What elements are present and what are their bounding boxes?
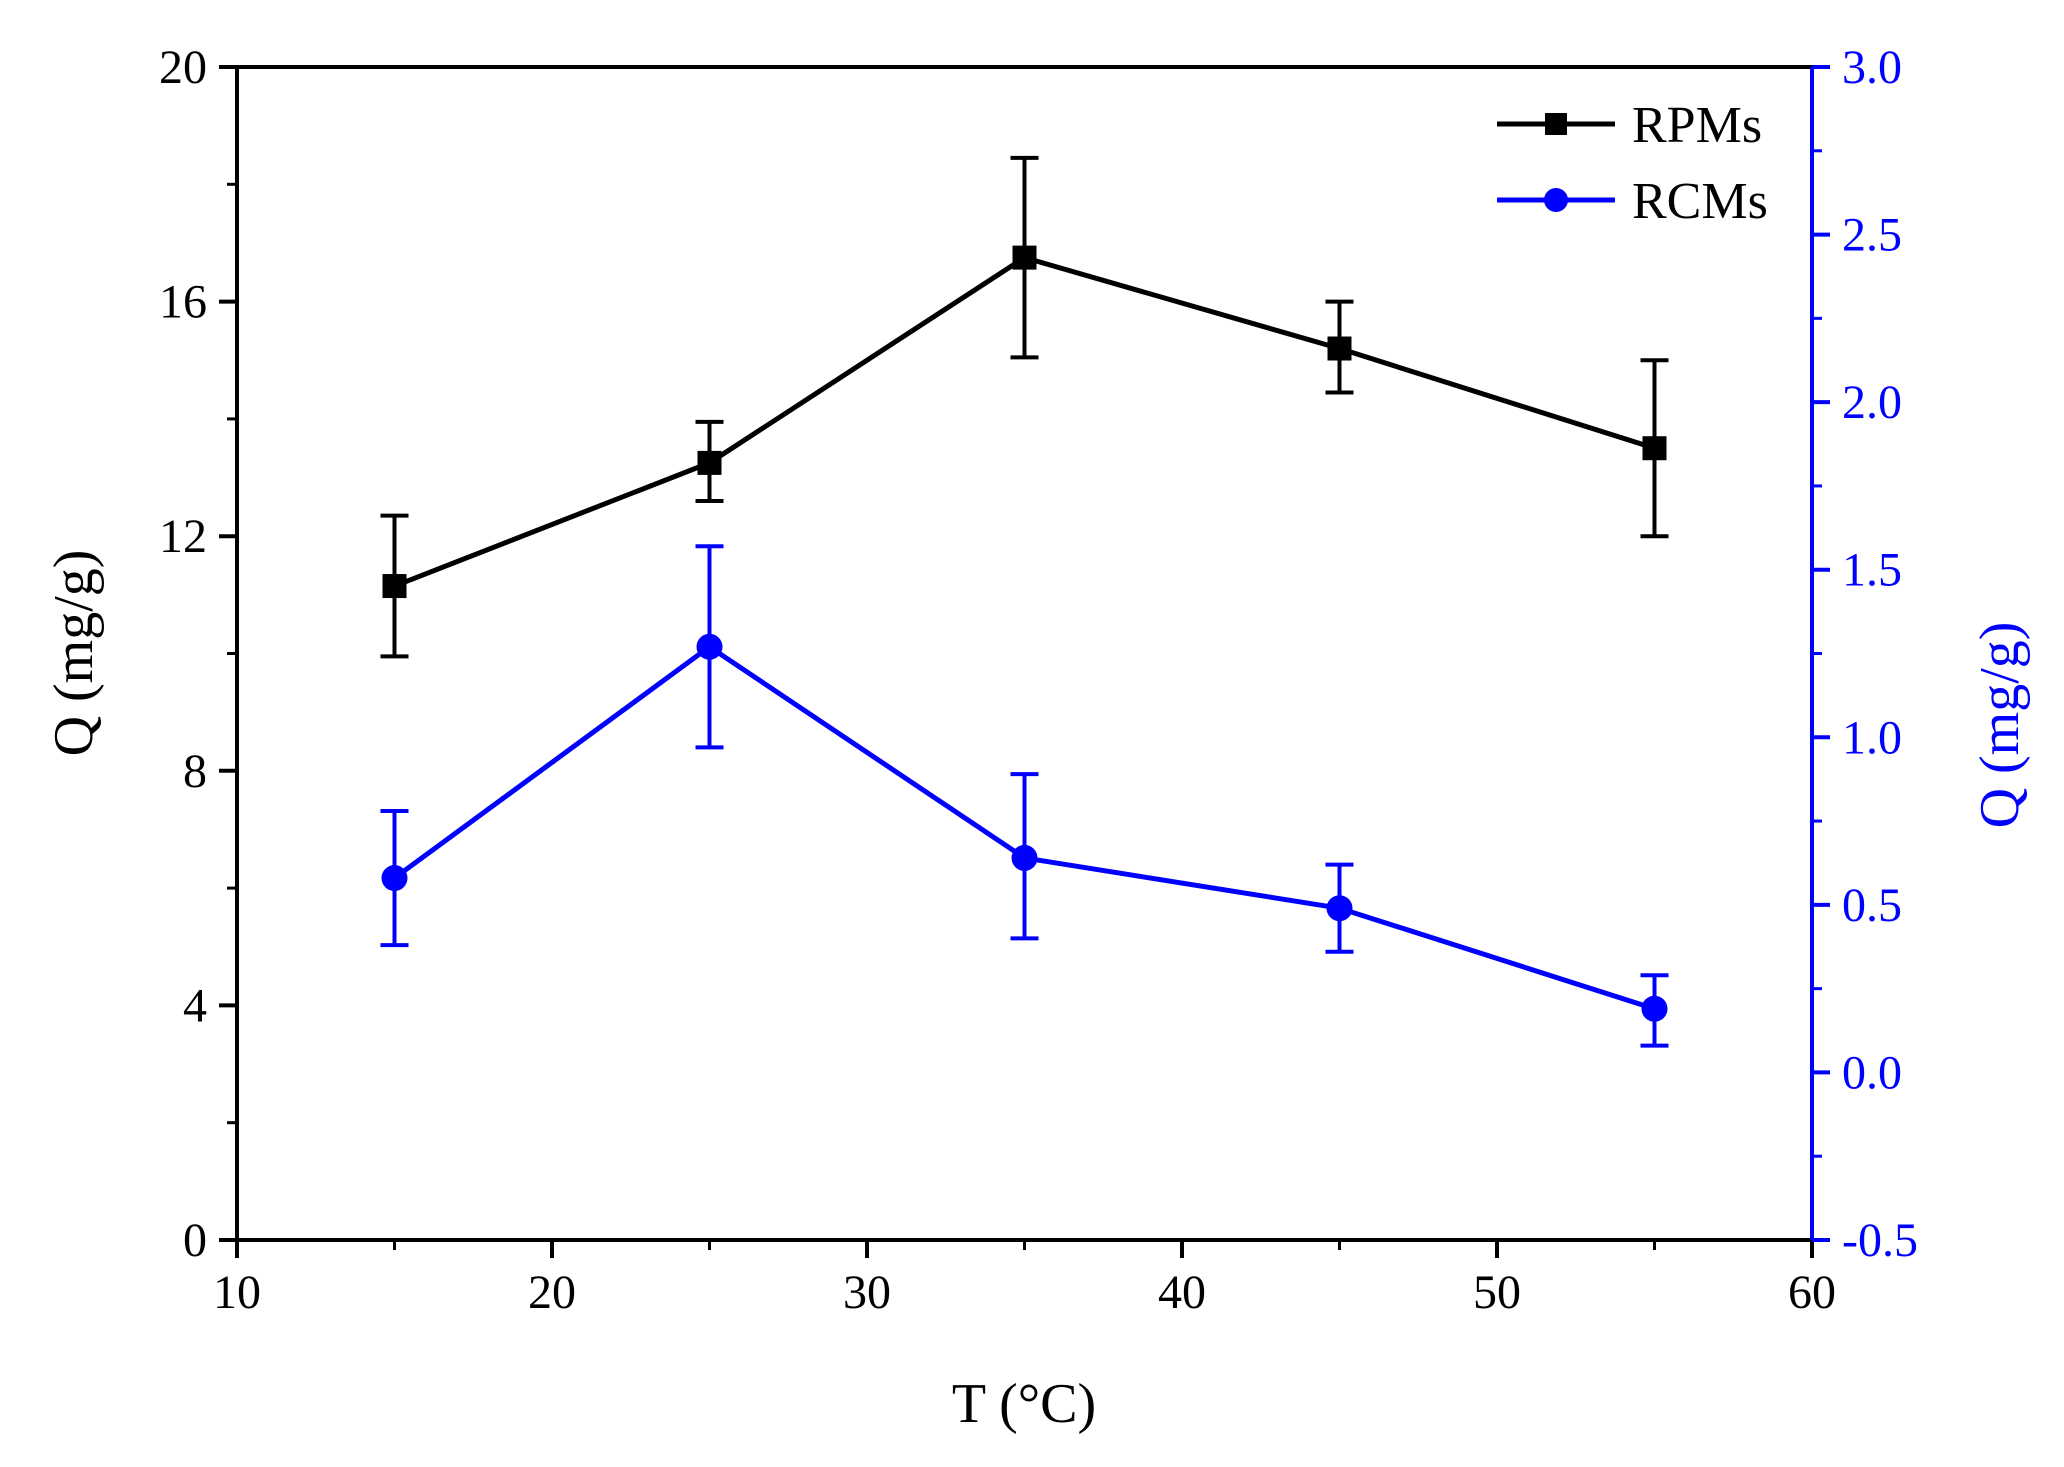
y-left-tick-label: 12 <box>159 510 207 563</box>
x-tick-label: 20 <box>528 1266 576 1319</box>
x-tick-label: 50 <box>1473 1266 1521 1319</box>
series-rcms <box>380 544 1669 1048</box>
y-right-tick-label: 0.0 <box>1842 1046 1902 1099</box>
data-point <box>381 865 408 892</box>
data-point <box>1641 995 1668 1022</box>
data-point <box>1012 245 1037 270</box>
data-point <box>382 574 407 599</box>
y-right-tick-label: -0.5 <box>1842 1214 1918 1267</box>
legend-label: RPMs <box>1632 97 1762 154</box>
data-point <box>1642 436 1667 461</box>
y-right-axis-label: Q (mg/g) <box>1969 622 2031 829</box>
y-right-tick-label: 1.5 <box>1842 544 1902 597</box>
x-tick-label: 60 <box>1788 1266 1836 1319</box>
y-left-axis-ticks: 0 4 8 12 16 20 <box>159 41 237 1267</box>
series-rpms <box>380 155 1669 659</box>
x-tick-label: 10 <box>213 1266 261 1319</box>
x-tick-label: 40 <box>1158 1266 1206 1319</box>
y-right-tick-label: 1.0 <box>1842 711 1902 764</box>
x-axis-label: T (°C) <box>952 1373 1096 1435</box>
y-right-tick-label: 3.0 <box>1842 41 1902 94</box>
y-left-axis-label: Q (mg/g) <box>43 550 105 757</box>
legend-label: RCMs <box>1632 173 1768 230</box>
y-left-tick-label: 0 <box>183 1214 207 1267</box>
series-layer <box>380 155 1669 1048</box>
x-tick-label: 30 <box>843 1266 891 1319</box>
data-point <box>696 633 723 660</box>
y-left-tick-label: 16 <box>159 276 207 329</box>
legend: RPMs RCMs <box>1497 97 1768 230</box>
data-point <box>1326 895 1353 922</box>
data-point <box>1011 844 1038 871</box>
y-left-tick-label: 20 <box>159 41 207 94</box>
y-right-axis-ticks: -0.5 0.0 0.5 1.0 1.5 2.0 2.5 3.0 <box>1812 41 1918 1267</box>
y-right-tick-label: 0.5 <box>1842 879 1902 932</box>
data-point <box>1327 336 1352 361</box>
y-right-tick-label: 2.0 <box>1842 376 1902 429</box>
data-point <box>697 450 722 475</box>
y-left-tick-label: 4 <box>183 979 207 1032</box>
legend-marker <box>1545 113 1567 135</box>
y-right-tick-label: 2.5 <box>1842 209 1902 262</box>
x-axis-ticks: 10 20 30 40 50 60 <box>213 1240 1836 1319</box>
legend-marker <box>1544 188 1568 212</box>
y-left-tick-label: 8 <box>183 745 207 798</box>
